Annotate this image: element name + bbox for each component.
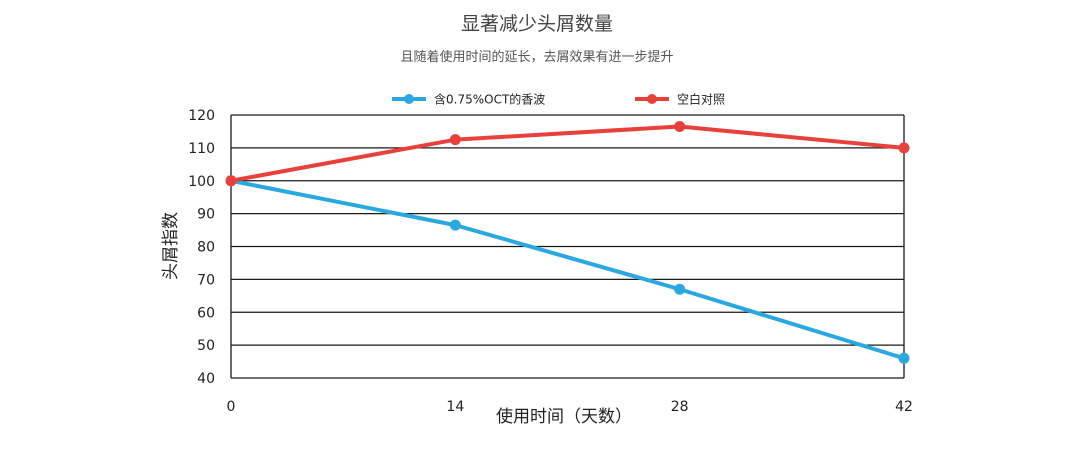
series-1-point	[449, 134, 461, 146]
y-tick-label: 50	[197, 338, 215, 354]
y-tick-label: 90	[197, 207, 215, 223]
y-axis-label: 头屑指数	[161, 212, 181, 280]
y-tick-label: 80	[197, 240, 215, 256]
series-1-point	[225, 175, 237, 187]
x-tick-label: 14	[446, 399, 464, 415]
x-axis-label: 使用时间（天数）	[496, 406, 632, 427]
y-tick-label: 120	[188, 108, 215, 124]
x-tick-label: 28	[671, 399, 689, 415]
grid-lines	[230, 114, 905, 379]
y-axis-ticks: 40 50 60 70 80 90 100 110 120	[188, 108, 215, 387]
chart-subtitle: 且随着使用时间的延长，去屑效果有进一步提升	[400, 49, 673, 65]
y-tick-label: 60	[197, 305, 215, 321]
legend-label-1: 空白对照	[677, 92, 725, 107]
legend-marker-1	[647, 94, 657, 104]
legend-marker-0	[404, 94, 414, 104]
series-line-0	[229, 178, 906, 361]
series-0-point	[898, 352, 910, 364]
chart-title: 显著减少头屑数量	[461, 13, 613, 35]
series-0-point	[449, 219, 461, 231]
series-line-1	[229, 124, 906, 183]
x-axis-ticks: 0 14 28 42	[227, 399, 913, 415]
series-0-point	[674, 283, 686, 295]
y-tick-label: 110	[188, 141, 215, 157]
legend-label-0: 含0.75%OCT的香波	[434, 92, 545, 107]
series-lines	[225, 121, 910, 364]
chart-legend: 含0.75%OCT的香波 空白对照	[392, 92, 725, 107]
x-tick-label: 0	[227, 399, 236, 415]
x-tick-label: 42	[895, 399, 913, 415]
series-1-point	[898, 142, 910, 154]
y-tick-label: 40	[197, 371, 215, 387]
series-1-point	[674, 121, 686, 133]
y-tick-label: 70	[197, 272, 215, 288]
y-tick-label: 100	[188, 174, 215, 190]
